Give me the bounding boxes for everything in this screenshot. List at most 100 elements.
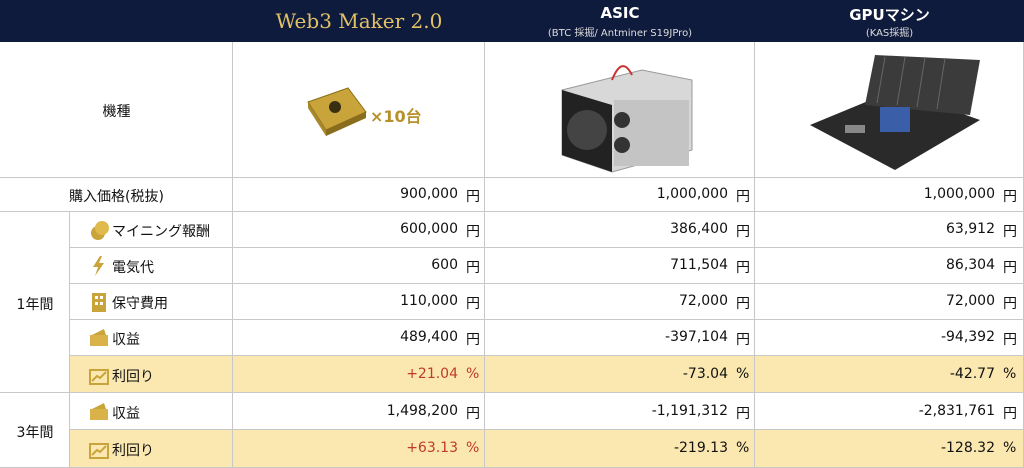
unit-label: 円: [466, 224, 480, 240]
group-label: 1年間: [16, 296, 54, 313]
cell: [485, 178, 755, 212]
cell-value: 86,304: [946, 257, 995, 273]
device-image: [307, 87, 367, 136]
row-label: 収益: [112, 405, 140, 422]
column-title: GPUマシン: [849, 6, 930, 24]
cell-value: 386,400: [670, 221, 728, 237]
row-icon: [91, 221, 109, 240]
cell: [485, 212, 755, 248]
cell: [755, 320, 1024, 356]
cell-value: -2,831,761: [918, 402, 995, 419]
cell-value: 1,000,000: [923, 186, 995, 202]
row-label: 利回り: [112, 368, 154, 385]
row-label: 保守費用: [112, 296, 168, 312]
unit-label: 円: [736, 189, 750, 205]
cell-value: 711,504: [670, 257, 728, 273]
row-icon: [89, 368, 109, 385]
row-label: 収益: [112, 332, 140, 348]
asic-image: [561, 65, 693, 173]
cell: [233, 212, 485, 248]
unit-label: 円: [466, 296, 480, 312]
unit-label: 円: [466, 332, 480, 348]
unit-label: 円: [1003, 224, 1017, 240]
cell-value: 63,912: [946, 221, 995, 237]
cell-value: 600,000: [400, 221, 458, 237]
row-label: 購入価格(税抜): [69, 189, 164, 205]
unit-label: 円: [1003, 405, 1017, 422]
cell-value: +21.04: [406, 365, 458, 382]
cell: [0, 212, 70, 393]
unit-label: 円: [466, 260, 480, 276]
row-icon: [90, 402, 108, 420]
cell: [485, 356, 755, 393]
brand-title: Web3 Maker 2.0: [275, 9, 443, 33]
cell-value: 1,498,200: [386, 402, 458, 419]
cell-value: -94,392: [940, 329, 995, 345]
cell-value: 489,400: [400, 329, 458, 345]
cell: [755, 284, 1024, 320]
unit-label: 円: [1003, 296, 1017, 312]
cell: [0, 178, 233, 212]
cell-value: -1,191,312: [651, 402, 728, 419]
cell-value: 72,000: [679, 293, 728, 309]
cell: [233, 430, 485, 468]
unit-label: 円: [1003, 332, 1017, 348]
row-label: マイニング報酬: [112, 224, 210, 240]
unit-label: 円: [736, 224, 750, 240]
cell: [233, 248, 485, 284]
row-label: 利回り: [112, 443, 154, 459]
cell-value: -397,104: [665, 329, 728, 345]
cell-value: -219.13: [673, 440, 728, 456]
cell-value: 900,000: [400, 186, 458, 202]
cell: [755, 212, 1024, 248]
cell: [755, 356, 1024, 393]
gpu-image: [810, 55, 980, 170]
cell: [485, 284, 755, 320]
unit-label: 円: [736, 332, 750, 348]
cell: [233, 284, 485, 320]
unit-label: %: [466, 440, 480, 456]
unit-label: 円: [466, 189, 480, 205]
cell: [755, 393, 1024, 430]
unit-label: 円: [1003, 260, 1017, 276]
unit-label: %: [736, 440, 750, 456]
group-label: 3年間: [16, 424, 54, 441]
column-subtitle: (BTC 採掘/ Antminer S19JPro): [547, 28, 693, 39]
header-bar: [0, 0, 1024, 42]
unit-label: %: [1003, 440, 1017, 456]
cell: [485, 320, 755, 356]
column-title: ASIC: [600, 4, 640, 22]
unit-label: %: [736, 365, 750, 382]
quantity-label: ×10台: [370, 107, 422, 126]
cell: [233, 178, 485, 212]
row-label: 機種: [102, 104, 131, 120]
cell: [485, 42, 755, 178]
cell-value: 600: [431, 257, 458, 273]
cell: [485, 393, 755, 430]
cell: [233, 356, 485, 393]
cell-value: -73.04: [682, 365, 728, 382]
row-icon: [89, 443, 109, 459]
row-label: 電気代: [112, 260, 154, 276]
cell-value: 110,000: [400, 293, 458, 309]
unit-label: 円: [466, 405, 480, 422]
cell-value: -42.77: [949, 365, 995, 382]
cell-value: 72,000: [946, 293, 995, 309]
cell: [233, 42, 485, 178]
cell: [0, 42, 233, 178]
column-subtitle: (KAS採掘): [865, 28, 914, 39]
cell: [233, 393, 485, 430]
cell: [233, 320, 485, 356]
cell-value: +63.13: [406, 440, 458, 456]
unit-label: %: [466, 365, 480, 382]
cell-value: -128.32: [940, 440, 995, 456]
cell: [485, 430, 755, 468]
row-icon: [92, 293, 106, 312]
unit-label: %: [1003, 365, 1017, 382]
cell-value: 1,000,000: [656, 186, 728, 202]
cell: [70, 356, 233, 393]
row-icon: [90, 329, 108, 346]
row-icon: [93, 256, 104, 276]
unit-label: 円: [736, 405, 750, 422]
